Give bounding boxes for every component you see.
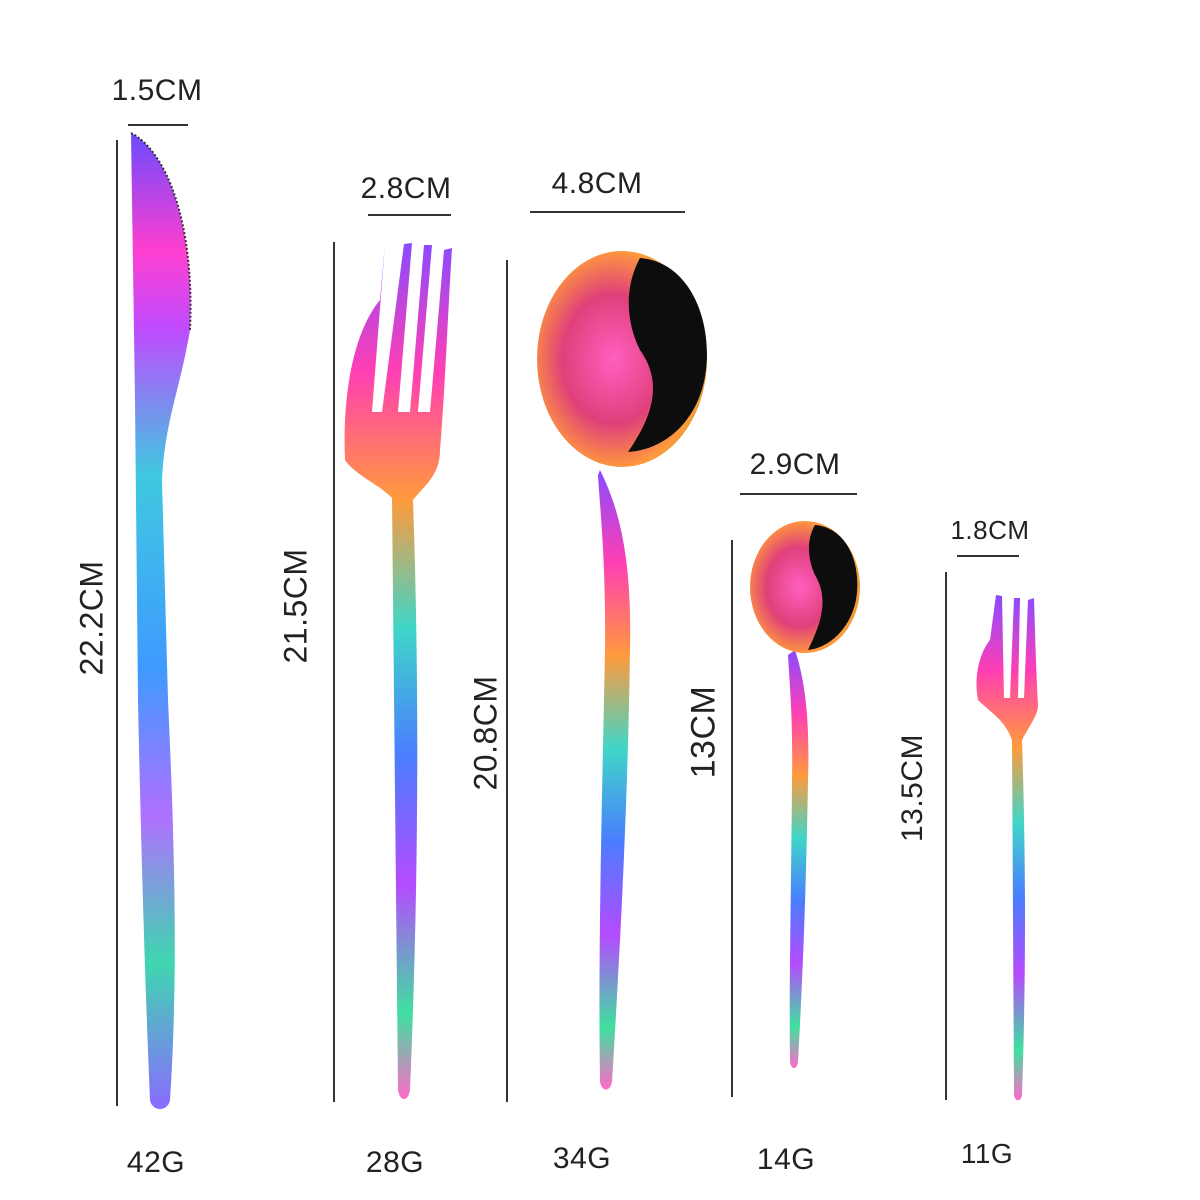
spoon-width-line [530, 211, 685, 213]
teaspoon-length-label: 13CM [684, 685, 723, 779]
knife-weight-label: 42G [126, 1146, 186, 1179]
fork-weight-label: 28G [365, 1146, 425, 1179]
fork-length-line [333, 242, 335, 1102]
dessert-fork-shape [976, 595, 1038, 1101]
dessert-fork-length-line [945, 572, 947, 1100]
fork-length-label: 21.5CM [277, 548, 314, 664]
knife-width-line [128, 124, 188, 126]
spoon-weight-label: 34G [552, 1142, 612, 1175]
dinner-spoon-shape [537, 251, 707, 1090]
teaspoon-weight-label: 14G [756, 1143, 816, 1176]
dessert-fork-weight-label: 11G [960, 1138, 1014, 1169]
dinner-fork-shape [344, 243, 452, 1099]
teaspoon-width-line [740, 493, 857, 495]
teaspoon-width-label: 2.9CM [749, 448, 841, 481]
knife-width-label: 1.5CM [111, 74, 203, 107]
dessert-fork-width-label: 1.8CM [950, 515, 1030, 545]
tea-spoon-shape [750, 521, 860, 1068]
knife-length-label: 22.2CM [73, 560, 110, 676]
spoon-length-line [506, 260, 508, 1102]
dessert-fork-length-label: 13.5CM [896, 733, 929, 843]
knife-length-line [116, 140, 118, 1106]
fork-width-label: 2.8CM [360, 172, 452, 205]
dessert-fork-width-line [957, 555, 1019, 557]
spoon-length-label: 20.8CM [467, 675, 504, 791]
teaspoon-length-line [731, 540, 733, 1097]
fork-width-line [368, 214, 451, 216]
knife-shape [131, 133, 191, 1109]
spoon-width-label: 4.8CM [551, 167, 643, 200]
